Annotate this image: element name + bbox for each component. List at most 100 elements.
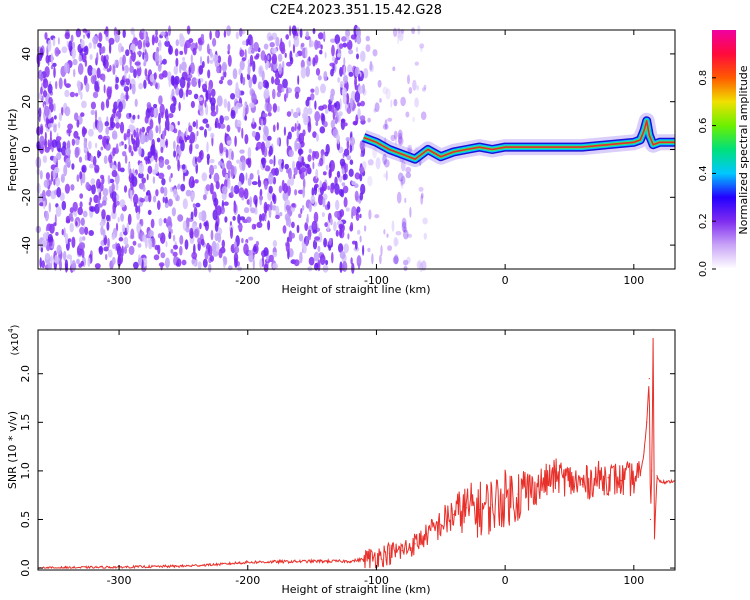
noise-blob [341, 36, 347, 42]
snr-point [581, 483, 583, 486]
noise-blob [347, 64, 353, 74]
noise-blob [349, 159, 354, 165]
spectrogram-noise-region [35, 24, 428, 274]
noise-blob [239, 27, 243, 37]
spectrogram-x-ticks: -300 -200 -100 0 100 [107, 30, 644, 287]
noise-blob [300, 66, 307, 79]
noise-blob [120, 213, 124, 222]
noise-blob [138, 162, 144, 175]
noise-blob [175, 39, 179, 47]
noise-blob [395, 32, 402, 38]
noise-blob [202, 118, 209, 124]
noise-blob [210, 132, 215, 139]
noise-blob [83, 34, 85, 39]
noise-blob [162, 70, 168, 78]
noise-blob [199, 222, 202, 230]
noise-blob [81, 236, 86, 241]
noise-blob [111, 232, 116, 240]
noise-blob [369, 63, 374, 73]
noise-blob [278, 158, 283, 166]
noise-blob [210, 48, 213, 59]
noise-blob [372, 146, 377, 159]
noise-blob [112, 107, 117, 114]
noise-blob [247, 156, 252, 169]
noise-blob [173, 188, 178, 199]
snr-point [369, 557, 371, 559]
noise-blob [179, 245, 183, 256]
noise-blob [374, 102, 380, 113]
noise-blob [267, 135, 272, 141]
noise-blob [39, 135, 45, 148]
x-tick-label: 100 [623, 274, 644, 287]
noise-blob [155, 158, 158, 163]
noise-blob [64, 233, 69, 245]
noise-blob [58, 112, 63, 122]
noise-blob [359, 115, 366, 122]
noise-blob [193, 228, 199, 238]
noise-blob [373, 108, 377, 113]
noise-blob [349, 136, 356, 146]
noise-blob [262, 157, 266, 169]
noise-blob [106, 138, 109, 145]
noise-blob [164, 196, 168, 205]
noise-blob [232, 68, 238, 80]
noise-blob [382, 123, 389, 130]
noise-blob [39, 257, 42, 269]
noise-blob [319, 126, 326, 134]
noise-blob [62, 250, 67, 261]
noise-blob [193, 93, 199, 100]
noise-blob [72, 58, 78, 66]
noise-blob [326, 220, 330, 232]
noise-blob [405, 166, 412, 174]
noise-blob [272, 88, 276, 100]
noise-blob [259, 258, 263, 269]
noise-blob [148, 192, 152, 203]
noise-blob [167, 165, 171, 170]
noise-blob [355, 26, 361, 37]
noise-blob [55, 231, 59, 236]
y-tick-label: 1.5 [19, 414, 32, 432]
noise-blob [406, 233, 413, 238]
noise-blob [191, 223, 197, 231]
noise-blob [264, 165, 271, 172]
noise-blob [230, 227, 233, 239]
noise-blob [276, 91, 281, 98]
noise-blob [184, 239, 189, 250]
noise-blob [191, 77, 198, 88]
noise-blob [241, 127, 244, 139]
x-tick-label: -200 [235, 274, 260, 287]
noise-blob [400, 175, 406, 185]
noise-blob [44, 32, 48, 40]
snr-point [350, 560, 352, 562]
noise-blob [181, 259, 187, 266]
snr-point [491, 504, 493, 506]
noise-blob [115, 122, 120, 129]
noise-blob [173, 140, 176, 151]
noise-blob [220, 76, 225, 81]
noise-blob [163, 218, 167, 224]
noise-blob [214, 121, 217, 129]
noise-blob [387, 117, 393, 122]
noise-blob [188, 125, 193, 133]
noise-blob [265, 140, 271, 149]
noise-blob [207, 85, 212, 94]
noise-blob [131, 150, 134, 157]
noise-blob [91, 68, 97, 76]
noise-blob [255, 240, 259, 247]
noise-blob [362, 88, 367, 96]
noise-blob [157, 200, 161, 211]
noise-blob [164, 108, 169, 120]
noise-blob [397, 172, 404, 182]
noise-blob [297, 148, 304, 155]
noise-blob [186, 77, 191, 82]
noise-blob [158, 123, 162, 135]
noise-blob [178, 138, 181, 144]
noise-blob [237, 224, 243, 229]
noise-blob [217, 55, 222, 64]
noise-blob [94, 81, 99, 92]
noise-blob [297, 156, 303, 162]
noise-blob [346, 155, 352, 161]
noise-blob [310, 195, 316, 204]
noise-blob [123, 246, 127, 255]
snr-point [646, 421, 648, 423]
